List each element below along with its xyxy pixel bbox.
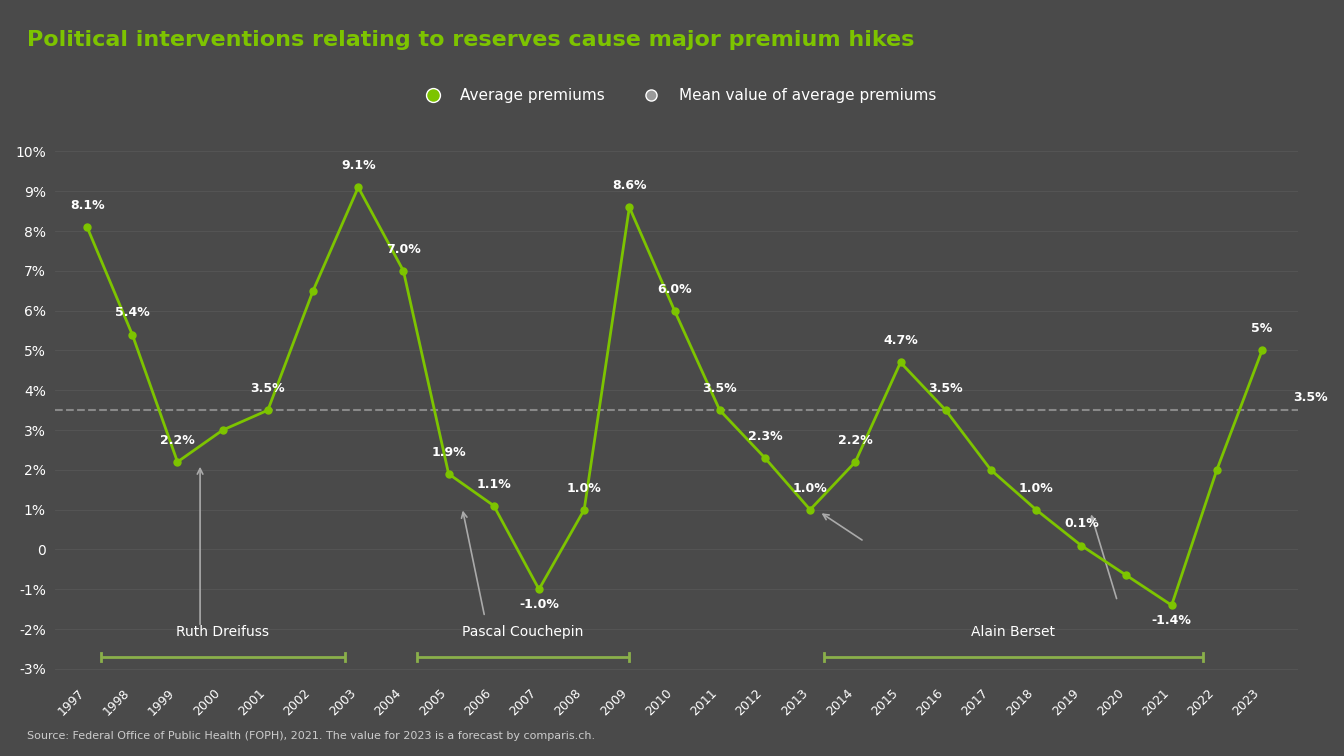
Text: 5.4%: 5.4% (116, 306, 149, 320)
Text: 4.7%: 4.7% (883, 334, 918, 347)
Text: Political interventions relating to reserves cause major premium hikes: Political interventions relating to rese… (27, 30, 914, 50)
Text: 1.0%: 1.0% (793, 482, 828, 494)
Text: 8.6%: 8.6% (612, 179, 646, 192)
Text: 0.1%: 0.1% (1064, 517, 1098, 531)
Text: 3.5%: 3.5% (250, 382, 285, 395)
Text: Source: Federal Office of Public Health (FOPH), 2021. The value for 2023 is a fo: Source: Federal Office of Public Health … (27, 731, 595, 741)
Text: 1.1%: 1.1% (476, 478, 511, 491)
Text: 6.0%: 6.0% (657, 283, 692, 296)
Legend: Average premiums, Mean value of average premiums: Average premiums, Mean value of average … (411, 82, 942, 109)
Text: 1.9%: 1.9% (431, 446, 466, 459)
Text: 1.0%: 1.0% (567, 482, 602, 494)
Text: 8.1%: 8.1% (70, 199, 105, 212)
Text: Pascal Couchepin: Pascal Couchepin (462, 625, 583, 639)
Text: 1.0%: 1.0% (1019, 482, 1054, 494)
Text: 7.0%: 7.0% (386, 243, 421, 256)
Text: Alain Berset: Alain Berset (972, 625, 1055, 639)
Text: 5%: 5% (1251, 322, 1273, 336)
Text: 2.3%: 2.3% (747, 430, 782, 443)
Text: Ruth Dreifuss: Ruth Dreifuss (176, 625, 269, 639)
Text: -1.4%: -1.4% (1152, 614, 1192, 627)
Text: 2.2%: 2.2% (837, 434, 872, 447)
Text: 3.5%: 3.5% (703, 382, 737, 395)
Text: 3.5%: 3.5% (1294, 391, 1328, 404)
Text: 9.1%: 9.1% (341, 160, 375, 172)
Text: -1.0%: -1.0% (519, 598, 559, 611)
Text: 2.2%: 2.2% (160, 434, 195, 447)
Text: 3.5%: 3.5% (929, 382, 964, 395)
